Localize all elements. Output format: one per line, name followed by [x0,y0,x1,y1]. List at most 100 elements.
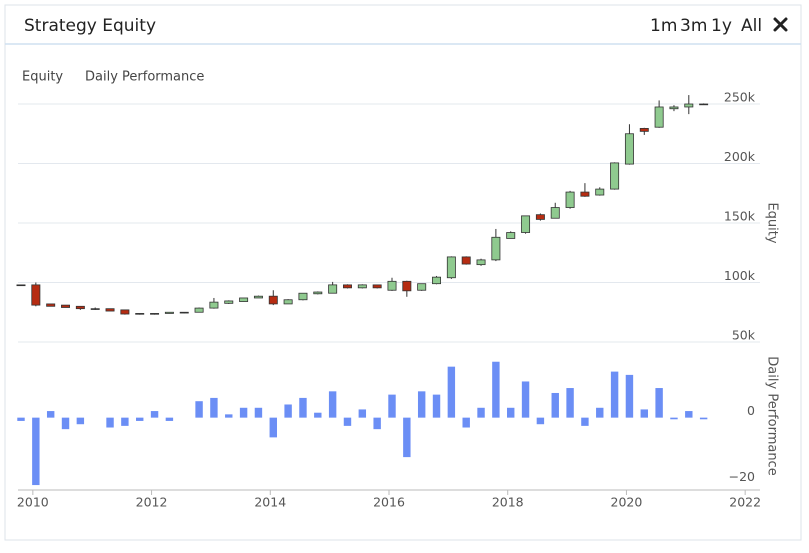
card [4,4,802,541]
range-button[interactable]: 1y [711,16,732,36]
y-tick-label: −20 [729,469,755,484]
bar [640,409,648,418]
candle-body [75,305,85,310]
candle-body [194,307,204,313]
candle-body [135,313,145,315]
bar [507,407,515,418]
candle-body [328,284,338,294]
bar [477,407,485,418]
x-tick-label: 2020 [611,495,643,510]
bar [610,371,619,418]
bar [269,417,277,438]
y-tick-label: 50k [732,328,756,343]
candle-body [580,191,590,197]
bar [121,417,129,426]
candle-body [595,188,605,196]
x-tick-label: 2014 [254,495,286,510]
candle-body [491,236,501,261]
bar [343,417,352,426]
bar [685,411,693,418]
candle-body [565,191,575,208]
bar [165,417,174,421]
tab[interactable]: Daily Performance [85,70,204,85]
bar [417,391,426,418]
candle-body [105,308,115,312]
bar [536,417,545,425]
bar [492,361,500,418]
candle-body [624,133,634,165]
bar [432,394,441,418]
bar [106,417,114,428]
bar [699,417,708,420]
bar [581,417,589,426]
range-button[interactable]: All [741,16,762,36]
candle-body [164,311,174,314]
bar [521,381,530,418]
candle-body [654,106,664,128]
bar [447,366,456,418]
x-tick-label: 2022 [729,495,761,510]
candle-body [521,215,531,233]
bar [596,407,604,418]
bar [670,417,678,420]
bar [388,394,396,418]
y-tick-label: 200k [724,149,756,164]
bar [210,397,218,418]
candle-body [506,232,516,239]
range-button[interactable]: 3m [680,16,707,36]
y-tick-label: 250k [724,90,756,105]
candle-body [387,280,397,291]
bar [328,391,337,418]
candle-body [476,259,486,266]
candle-body [342,284,352,289]
candle-body [16,284,26,287]
candle-body [61,304,71,308]
x-tick-label: 2016 [373,495,405,510]
x-tick-label: 2012 [136,495,168,510]
bar [195,401,203,418]
bar [299,397,307,418]
bar [239,407,248,418]
candle-body [372,284,382,289]
y-tick-label: 0 [747,403,755,418]
bar [566,388,574,418]
bar [76,417,85,425]
bar [655,388,663,418]
candle-body [179,311,189,314]
bar [462,417,470,428]
bar [373,417,381,430]
candle-body [699,103,709,106]
bar [314,412,322,418]
x-tick-label: 2010 [17,495,49,510]
bar [625,374,634,418]
candle-body [417,283,427,291]
y-tick-label: 100k [724,268,756,283]
bar [136,417,144,421]
candle-body [461,256,471,265]
candle-body [610,162,620,190]
candle-body [46,303,56,307]
close-button[interactable] [773,17,788,32]
bar [32,417,40,486]
widget-title: Strategy Equity [24,16,156,36]
candle-body [535,214,545,220]
candle-body [283,299,293,305]
x-tick-label: 2018 [492,495,524,510]
candle-body [209,301,219,309]
candle-body [313,291,323,295]
range-button[interactable]: 1m [650,16,677,36]
bar [46,411,55,418]
candle-body [298,292,308,301]
candle-body [357,284,367,289]
candle-body [639,127,649,132]
candle-body [446,256,456,279]
candle-body [120,309,130,315]
tab[interactable]: Equity [22,70,63,85]
candle-body [550,207,560,219]
bar [358,409,367,418]
candle-body [268,295,278,305]
bar [61,417,70,430]
bar [150,411,159,418]
bar [225,414,233,418]
